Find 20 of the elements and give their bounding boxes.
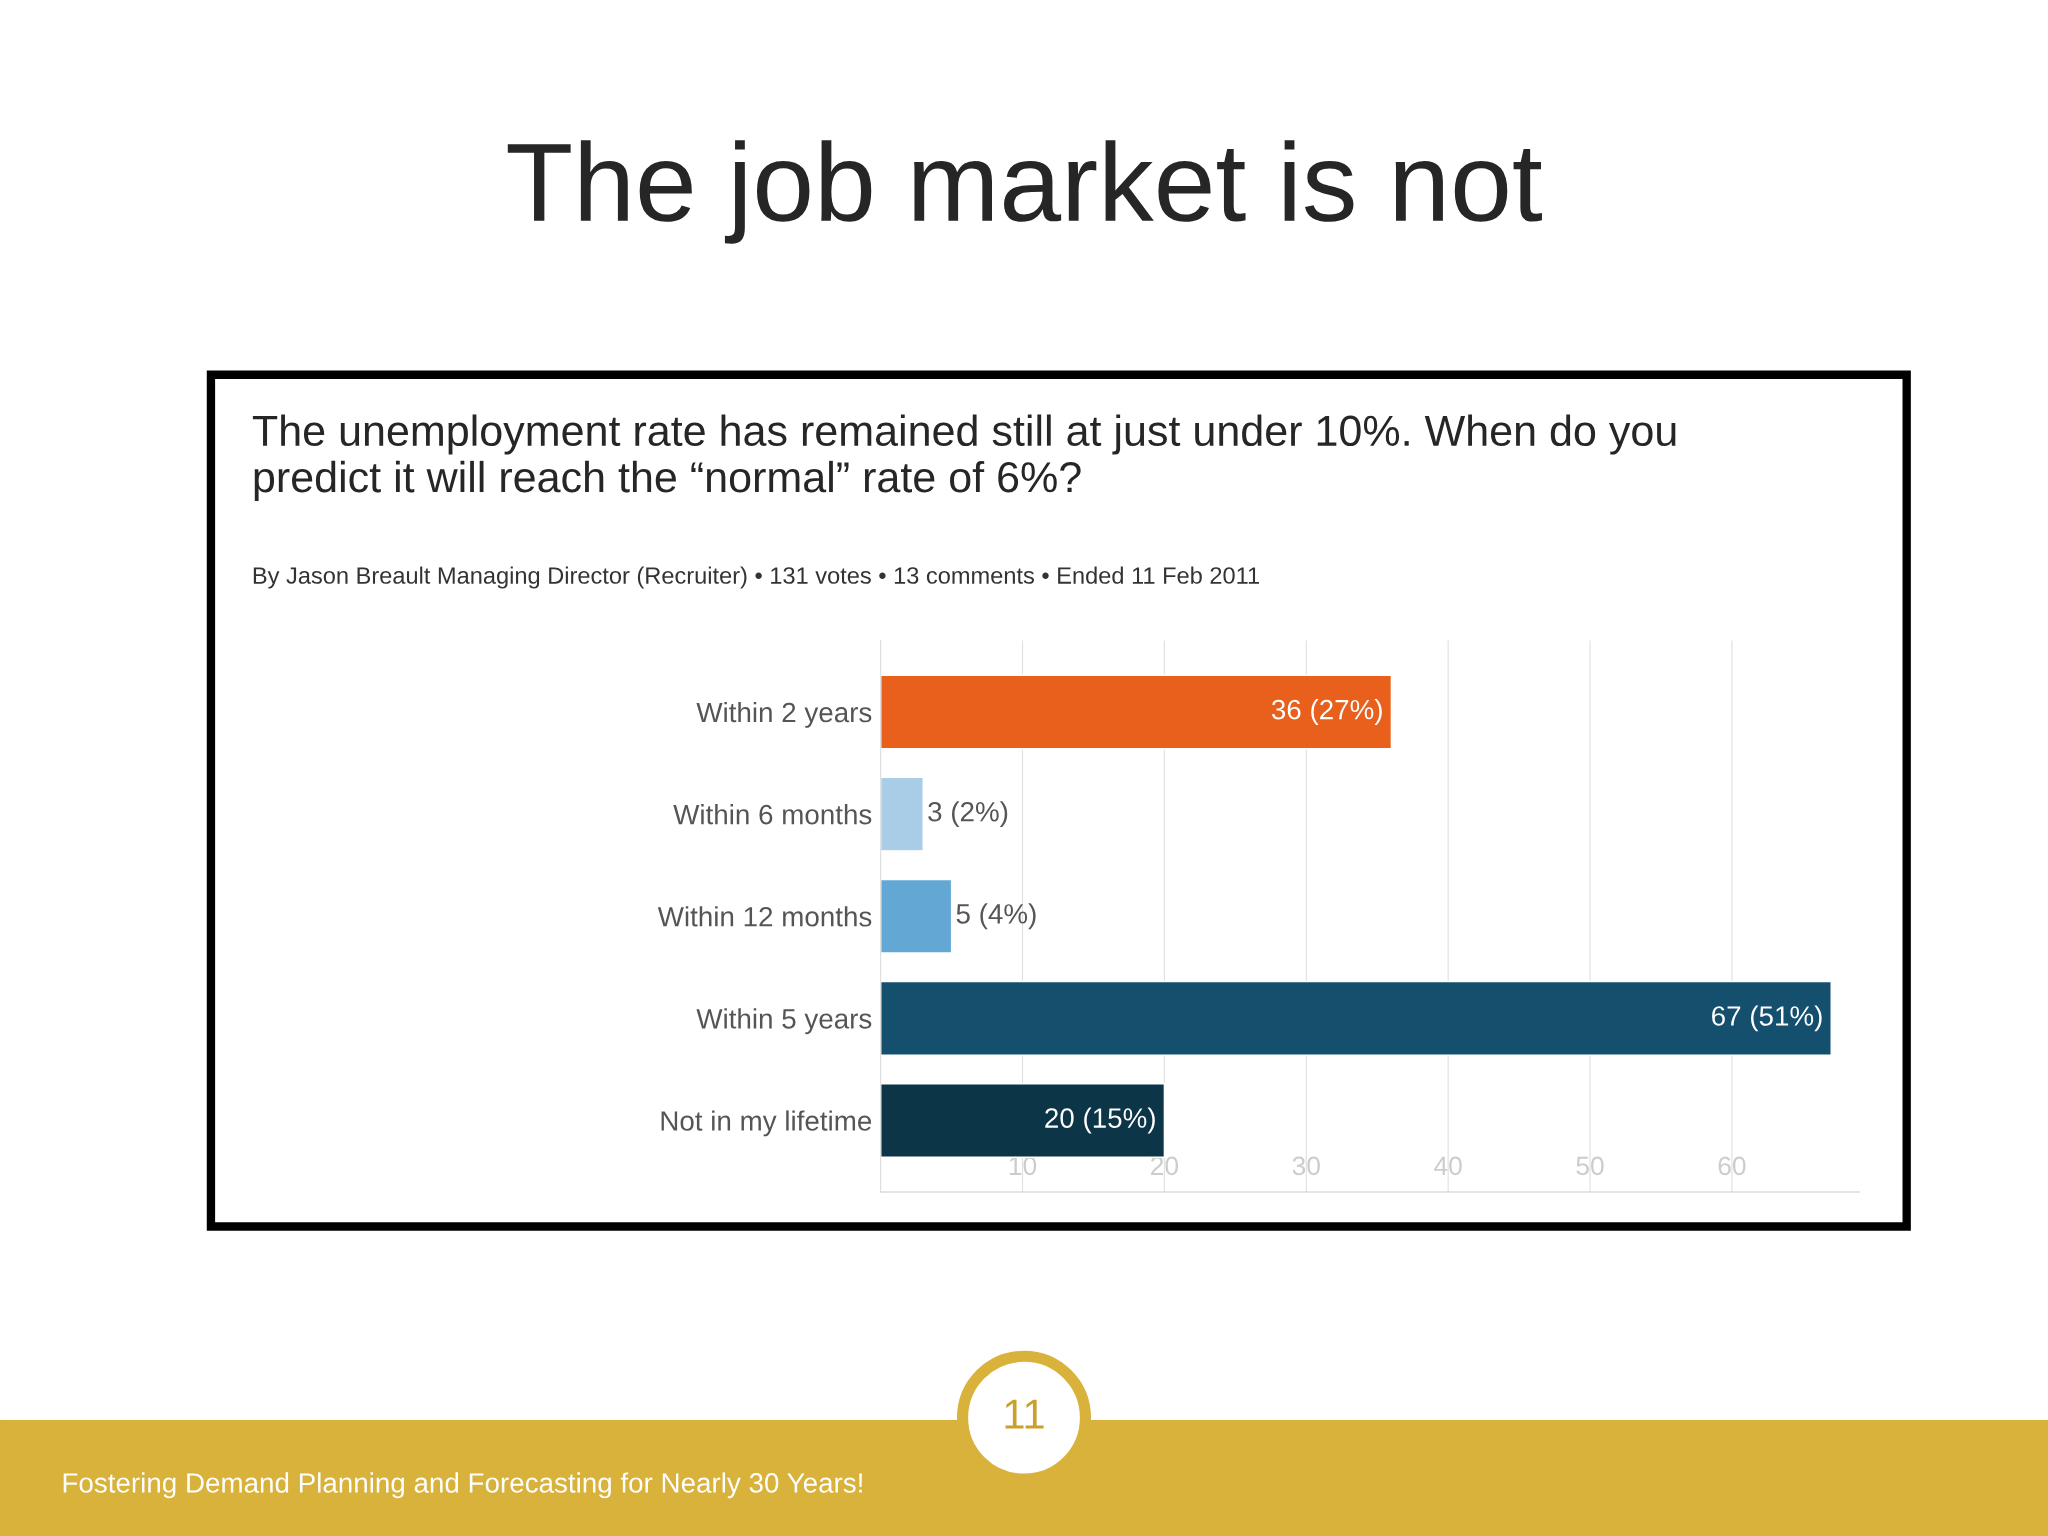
bar bbox=[880, 980, 1832, 1056]
chart-title: The job market is not bbox=[507, 140, 1542, 244]
text: Fostering Demand Planning and Forecasting for Nearly 30 Years! bbox=[63, 1472, 862, 1499]
data-label: 5 (4%) bbox=[956, 903, 1036, 930]
chart-subtitle: The unemployment rate has remained still at just under 10%. When do you predict it will reach the “normal” rate of 6%? bbox=[252, 414, 1676, 501]
y-tick-label: Not in my lifetime bbox=[661, 1110, 872, 1137]
text: By Jason Breault Managing Director (Recruiter) • 131 votes • 13 comments • Ended 11 Feb 2011 bbox=[253, 566, 1259, 589]
bar bbox=[880, 776, 924, 852]
text: 11 bbox=[1005, 1399, 1044, 1429]
bar bbox=[880, 1082, 1166, 1158]
y-tick-label: Within 12 months bbox=[657, 906, 872, 927]
data-label: 3 (2%) bbox=[928, 801, 1008, 828]
y-tick-label: Within 2 years bbox=[696, 701, 872, 728]
bar bbox=[880, 878, 953, 954]
y-tick-label: Within 5 years bbox=[696, 1008, 872, 1035]
data-label: 20 (15%) bbox=[1045, 1107, 1155, 1134]
y-tick-label: Within 6 months bbox=[673, 804, 872, 825]
bar bbox=[880, 674, 1393, 750]
data-label: 36 (27%) bbox=[1271, 699, 1382, 725]
data-label: 67 (51%) bbox=[1712, 1005, 1822, 1032]
